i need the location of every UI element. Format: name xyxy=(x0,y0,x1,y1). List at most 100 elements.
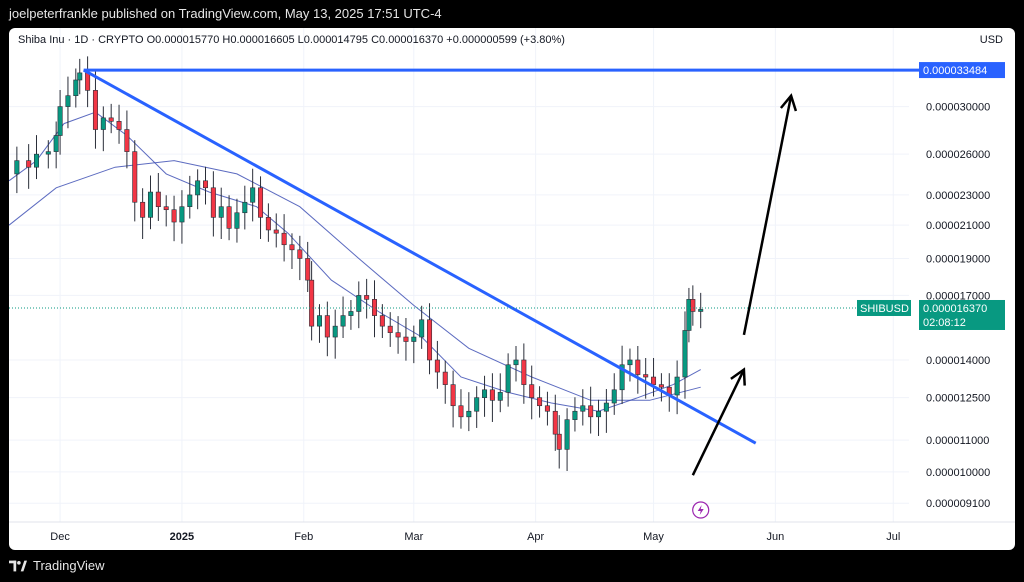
candle-body xyxy=(466,410,472,418)
candle-body xyxy=(596,410,602,418)
candle-body xyxy=(132,151,138,203)
candle-body xyxy=(77,72,83,81)
candle-body xyxy=(497,392,503,401)
candle-body xyxy=(340,315,346,327)
candle-body xyxy=(124,129,130,152)
currency-label[interactable]: USD xyxy=(979,34,1003,46)
tradingview-logo-icon xyxy=(9,560,27,572)
drawings xyxy=(9,68,919,519)
candle-body xyxy=(297,249,303,259)
candle-body xyxy=(324,315,330,338)
candle-body xyxy=(686,299,692,331)
symbol-tag-label: SHIBUSD xyxy=(860,303,909,315)
price-labels: 0.000033484 SHIBUSD 0.000016370 02:08:12 xyxy=(857,62,1005,330)
price-tick-label: 0.000011000 xyxy=(926,435,989,447)
candle-body xyxy=(305,258,311,281)
candle-body xyxy=(674,376,680,396)
price-tick-label: 0.000030000 xyxy=(926,102,990,114)
tradingview-brand[interactable]: TradingView xyxy=(9,550,105,582)
candle-body xyxy=(203,180,209,189)
time-axis[interactable]: Dec 2025 Feb Mar Apr May Jun Jul xyxy=(50,531,900,543)
candle-body xyxy=(242,201,248,214)
candle-body xyxy=(419,319,425,338)
time-tick-label: Feb xyxy=(294,531,313,543)
candle-body xyxy=(195,180,201,196)
candle-body xyxy=(544,405,550,412)
grid xyxy=(9,28,1015,523)
candle-body xyxy=(171,209,177,223)
candle-body xyxy=(34,153,40,168)
candle-body xyxy=(53,135,59,152)
candle-body xyxy=(155,191,161,208)
candle-body xyxy=(332,325,338,338)
candle-body xyxy=(658,384,664,388)
candle-body xyxy=(289,244,295,251)
time-tick-label: Apr xyxy=(527,531,544,543)
resistance-price-label: 0.000033484 xyxy=(923,65,987,77)
time-tick-label: May xyxy=(643,531,664,543)
arrow-head-icon xyxy=(779,93,798,112)
candle-body xyxy=(116,121,122,130)
price-tick-label: 0.000023000 xyxy=(926,190,990,202)
publish-text: joelpeterfrankle published on TradingVie… xyxy=(9,6,442,21)
projection-arrow-1 xyxy=(691,369,746,476)
candle-body xyxy=(442,371,448,385)
candle-body xyxy=(556,433,562,450)
last-price-label: 0.000016370 xyxy=(923,303,987,315)
price-tick-label: 0.000021000 xyxy=(926,220,990,232)
candle-body xyxy=(65,95,71,107)
candle-body xyxy=(603,402,609,412)
candle-body xyxy=(234,212,240,229)
candle-body xyxy=(57,106,63,136)
candle-body xyxy=(356,295,362,312)
candle-body xyxy=(85,72,91,91)
price-tick-label: 0.000009100 xyxy=(926,498,990,510)
candle-body xyxy=(364,295,370,300)
footer: TradingView xyxy=(0,550,1024,582)
symbol-tag xyxy=(857,299,911,316)
candle-body xyxy=(140,201,146,218)
price-tick-label: 0.000014000 xyxy=(926,355,990,367)
price-chart[interactable]: 0.000030000 0.000026000 0.000023000 0.00002… xyxy=(9,28,1015,550)
candle-body xyxy=(489,389,495,401)
time-tick-label: Jul xyxy=(886,531,900,543)
candle-body xyxy=(572,410,578,420)
candle-body xyxy=(226,206,232,229)
candle-body xyxy=(411,336,417,342)
candle-body xyxy=(513,359,519,366)
candle-body xyxy=(316,315,322,327)
candle-body xyxy=(250,187,256,203)
time-tick-label: Dec xyxy=(50,531,70,543)
candle-body xyxy=(627,359,633,366)
candle-body xyxy=(564,419,570,450)
candle-body xyxy=(273,229,279,234)
lightning-icon xyxy=(697,505,704,515)
candle-body xyxy=(505,364,511,393)
price-axis[interactable]: 0.000030000 0.000026000 0.000023000 0.00002… xyxy=(926,102,990,511)
time-tick-label: Jun xyxy=(767,531,785,543)
candle-body xyxy=(147,191,153,218)
candle-body xyxy=(309,279,315,327)
price-tick-label: 0.000010000 xyxy=(926,467,990,479)
candle-body xyxy=(210,187,216,218)
candle-body xyxy=(434,359,440,373)
candle-body xyxy=(529,384,535,398)
candle-body xyxy=(521,359,527,385)
candle-body xyxy=(482,389,488,398)
candle-body xyxy=(698,309,704,312)
candle-body xyxy=(281,232,287,246)
candle-body xyxy=(265,217,271,231)
chart-panel[interactable]: 0.000030000 0.000026000 0.000023000 0.00002… xyxy=(9,28,1015,550)
candle-body xyxy=(379,315,385,327)
candle-body xyxy=(450,384,456,407)
candle-body xyxy=(395,332,401,338)
candle-body xyxy=(651,376,657,385)
candle-body xyxy=(187,194,193,208)
moving-average-line-2 xyxy=(9,160,701,401)
candle-body xyxy=(619,364,625,391)
publish-header: joelpeterfrankle published on TradingVie… xyxy=(0,0,1024,28)
candle-body xyxy=(14,160,20,175)
candle-body xyxy=(218,206,224,218)
descending-trendline xyxy=(82,68,757,445)
